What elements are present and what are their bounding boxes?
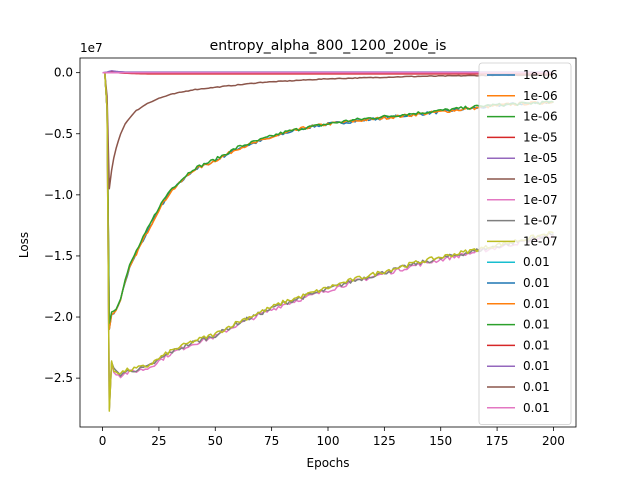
legend: 1e-06 1e-06 1e-06 1e-05 1e-05 1e-05 1e-07 1e-07… (478, 62, 572, 426)
legend-label-1: 1e-06 (523, 89, 558, 103)
series-line-3 (102, 70, 554, 75)
legend-label-5: 1e-05 (523, 172, 558, 186)
chart-title: entropy_alpha_800_1200_200e_is (210, 38, 447, 54)
series-line-5 (102, 71, 554, 190)
x-tick-label-2: 50 (208, 434, 223, 448)
series-layer (102, 70, 554, 412)
y-axis-label: Loss (17, 232, 31, 258)
y-tick-label-2: −1.0 (44, 188, 73, 202)
legend-label-12: 0.01 (523, 318, 550, 332)
x-tick-label-4: 100 (317, 434, 340, 448)
legend-label-9: 0.01 (523, 255, 550, 269)
legend-label-16: 0.01 (523, 401, 550, 415)
legend-label-13: 0.01 (523, 338, 550, 352)
series-line-2 (102, 71, 554, 324)
legend-label-8: 1e-07 (523, 234, 558, 248)
x-tick-label-0: 0 (99, 434, 107, 448)
axes-layer: 0 25 50 75 100 125 150 175 200 0.0 −0.5 −1.0 −1.5 −2.… (44, 57, 577, 448)
legend-label-3: 1e-05 (523, 130, 558, 144)
legend-label-10: 0.01 (523, 276, 550, 290)
legend-label-6: 1e-07 (523, 193, 558, 207)
series-line-8 (102, 71, 554, 412)
legend-label-15: 0.01 (523, 380, 550, 394)
x-tick-label-8: 200 (542, 434, 565, 448)
legend-label-4: 1e-05 (523, 151, 558, 165)
legend-box (478, 62, 572, 426)
legend-label-0: 1e-06 (523, 68, 558, 82)
y-tick-label-0: 0.0 (54, 66, 73, 80)
y-tick-label-4: −2.0 (44, 310, 73, 324)
y-tick-label-1: −0.5 (44, 127, 73, 141)
legend-label-2: 1e-06 (523, 110, 558, 124)
x-tick-label-7: 175 (486, 434, 509, 448)
y-tick-label-3: −1.5 (44, 249, 73, 263)
legend-label-7: 1e-07 (523, 214, 558, 228)
x-tick-label-6: 150 (429, 434, 452, 448)
x-tick-label-1: 25 (151, 434, 166, 448)
legend-label-14: 0.01 (523, 359, 550, 373)
y-axis-offset-label: 1e7 (80, 41, 103, 55)
x-tick-label-3: 75 (264, 434, 279, 448)
x-axis-label: Epochs (307, 456, 350, 470)
y-tick-label-5: −2.5 (44, 371, 73, 385)
x-tick-label-5: 125 (373, 434, 396, 448)
legend-label-11: 0.01 (523, 297, 550, 311)
